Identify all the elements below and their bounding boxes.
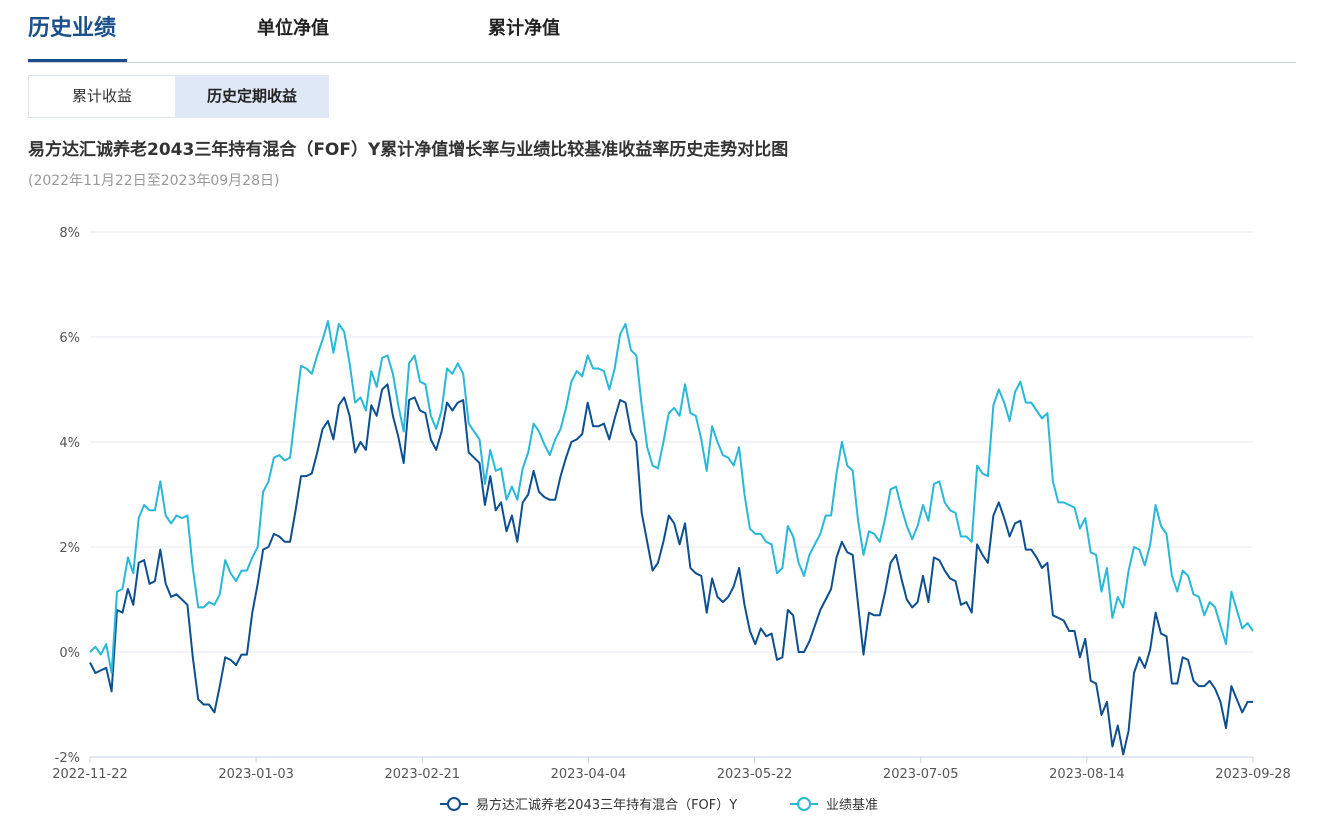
chart-subtitle: (2022年11月22日至2023年09月28日) [28, 173, 280, 189]
y-tick-label: 0% [59, 646, 80, 661]
x-tick-label: 2023-01-03 [218, 767, 294, 782]
legend-fund-label: 易方达汇诚养老2043三年持有混合（FOF）Y [476, 797, 737, 813]
subtab-periodic-return[interactable]: 历史定期收益 [175, 75, 329, 118]
active-tab-indicator [28, 59, 127, 63]
tab-cumulative-nav[interactable]: 累计净值 [488, 18, 560, 39]
tab-historical-performance[interactable]: 历史业绩 [28, 16, 117, 41]
fund-series-line [89, 383, 1253, 756]
x-tick-label: 2023-09-28 [1215, 767, 1291, 782]
legend-benchmark-marker [797, 797, 811, 811]
x-tick-label: 2023-02-21 [385, 767, 461, 782]
tab-divider [28, 62, 1296, 63]
main-tab-bar: 历史业绩 单位净值 累计净值 [0, 0, 1319, 63]
y-tick-label: 4% [59, 436, 80, 451]
x-tick-label: 2022-11-22 [52, 767, 128, 782]
subtab-cumulative-return[interactable]: 累计收益 [28, 75, 176, 118]
y-tick-label: 8% [59, 226, 80, 241]
tab-unit-nav[interactable]: 单位净值 [257, 18, 329, 39]
x-tick-label: 2023-05-22 [717, 767, 793, 782]
y-tick-label: -2% [55, 751, 80, 766]
chart-title: 易方达汇诚养老2043三年持有混合（FOF）Y累计净值增长率与业绩比较基准收益率… [28, 140, 789, 160]
benchmark-series-line [89, 320, 1254, 674]
legend-fund-marker [447, 797, 461, 811]
y-tick-label: 2% [59, 541, 80, 556]
legend-benchmark-label: 业绩基准 [826, 798, 878, 813]
x-tick-label: 2023-08-14 [1049, 767, 1125, 782]
y-tick-label: 6% [59, 331, 80, 346]
x-tick-label: 2023-04-04 [551, 767, 627, 782]
x-tick-label: 2023-07-05 [883, 767, 959, 782]
